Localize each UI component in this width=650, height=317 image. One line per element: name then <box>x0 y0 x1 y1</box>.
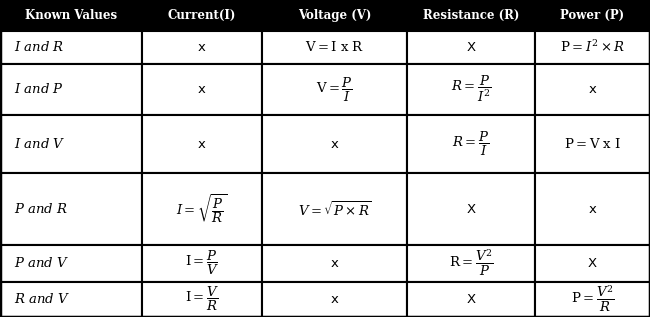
Bar <box>142 31 262 64</box>
Bar <box>407 245 535 282</box>
Text: x: x <box>588 83 597 96</box>
Text: $\mathit{I\ and\ R}$: $\mathit{I\ and\ R}$ <box>14 41 64 55</box>
Text: Current(I): Current(I) <box>168 9 236 22</box>
Bar <box>407 115 535 173</box>
Bar <box>262 245 407 282</box>
Text: $\mathrm{P} = \dfrac{V^{2}}{R}$: $\mathrm{P} = \dfrac{V^{2}}{R}$ <box>571 284 614 314</box>
Text: Power (P): Power (P) <box>560 9 625 22</box>
Bar <box>262 31 407 64</box>
Text: $\mathrm{I} = \dfrac{P}{V}$: $\mathrm{I} = \dfrac{P}{V}$ <box>185 249 219 277</box>
Text: $\mathrm{V} = \dfrac{P}{I}$: $\mathrm{V} = \dfrac{P}{I}$ <box>316 75 353 104</box>
Text: $\mathit{R\ and\ V}$: $\mathit{R\ and\ V}$ <box>14 292 70 306</box>
Bar <box>535 173 650 245</box>
Bar <box>0 245 142 282</box>
Bar <box>535 0 650 31</box>
Text: X: X <box>467 41 476 54</box>
Bar <box>142 245 262 282</box>
Bar <box>407 173 535 245</box>
Text: x: x <box>198 138 206 151</box>
Text: $\mathit{I\ and\ P}$: $\mathit{I\ and\ P}$ <box>14 82 64 96</box>
Text: $\mathit{P\ and\ R}$: $\mathit{P\ and\ R}$ <box>14 202 68 216</box>
Text: $\mathit{P\ and\ V}$: $\mathit{P\ and\ V}$ <box>14 256 70 270</box>
Bar <box>0 0 142 31</box>
Bar <box>142 173 262 245</box>
Bar <box>407 64 535 115</box>
Text: $V = \sqrt{P \times R}$: $V = \sqrt{P \times R}$ <box>298 200 371 219</box>
Bar <box>262 0 407 31</box>
Text: x: x <box>588 203 597 216</box>
Text: x: x <box>198 83 206 96</box>
Text: $\mathrm{V = I\ x\ R}$: $\mathrm{V = I\ x\ R}$ <box>305 41 364 55</box>
Bar <box>262 64 407 115</box>
Bar <box>142 0 262 31</box>
Text: X: X <box>588 257 597 270</box>
Bar <box>535 64 650 115</box>
Bar <box>407 31 535 64</box>
Bar <box>407 282 535 317</box>
Text: $R = \dfrac{P}{I}$: $R = \dfrac{P}{I}$ <box>452 130 489 158</box>
Bar <box>535 31 650 64</box>
Text: x: x <box>331 293 339 306</box>
Text: X: X <box>467 203 476 216</box>
Text: x: x <box>331 257 339 270</box>
Bar <box>535 282 650 317</box>
Bar <box>262 282 407 317</box>
Bar <box>535 245 650 282</box>
Bar <box>0 282 142 317</box>
Bar <box>0 173 142 245</box>
Text: $\mathrm{I} = \dfrac{V}{R}$: $\mathrm{I} = \dfrac{V}{R}$ <box>185 285 219 314</box>
Bar <box>262 173 407 245</box>
Text: $\mathrm{P = V\ x\ I}$: $\mathrm{P = V\ x\ I}$ <box>564 137 621 151</box>
Bar <box>0 31 142 64</box>
Text: $\mathrm{R} = \dfrac{V^{2}}{P}$: $\mathrm{R} = \dfrac{V^{2}}{P}$ <box>448 249 493 278</box>
Text: Resistance (R): Resistance (R) <box>422 9 519 22</box>
Bar <box>0 64 142 115</box>
Text: $\mathrm{P} = I^{2} \times R$: $\mathrm{P} = I^{2} \times R$ <box>560 40 625 55</box>
Text: $\mathit{I\ and\ V}$: $\mathit{I\ and\ V}$ <box>14 137 66 151</box>
Bar <box>142 64 262 115</box>
Text: x: x <box>331 138 339 151</box>
Bar <box>535 115 650 173</box>
Text: $R = \dfrac{P}{I^{2}}$: $R = \dfrac{P}{I^{2}}$ <box>450 74 491 105</box>
Bar <box>142 282 262 317</box>
Bar <box>407 0 535 31</box>
Bar <box>0 115 142 173</box>
Text: $I = \sqrt{\dfrac{P}{R}}$: $I = \sqrt{\dfrac{P}{R}}$ <box>176 193 227 226</box>
Text: Known Values: Known Values <box>25 9 117 22</box>
Text: Voltage (V): Voltage (V) <box>298 9 371 22</box>
Text: x: x <box>198 41 206 54</box>
Text: X: X <box>467 293 476 306</box>
Bar <box>262 115 407 173</box>
Bar <box>142 115 262 173</box>
